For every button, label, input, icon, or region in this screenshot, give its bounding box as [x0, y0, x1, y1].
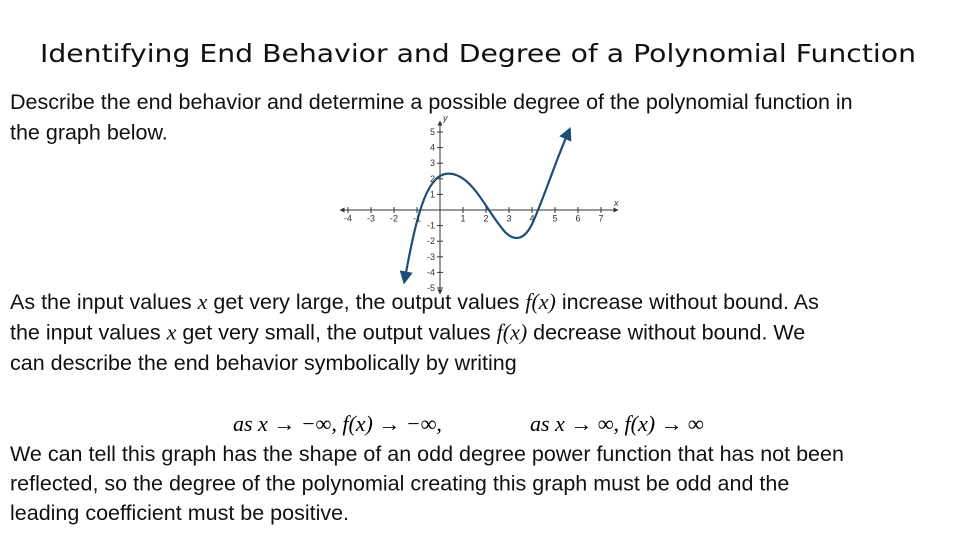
end-behavior: as x → ∞, f(x) → ∞ [530, 411, 704, 436]
x-axis-label: x [613, 198, 619, 208]
text-segment: get very large, the output values [207, 290, 525, 314]
explanation-line: the input values x get very small, the o… [10, 320, 805, 345]
y-tick-label: 4 [430, 143, 435, 153]
y-tick-label: 5 [430, 127, 435, 137]
inline-math: x [166, 320, 177, 345]
x-tick-label: 7 [598, 213, 603, 223]
intro-line: the graph below. [10, 121, 168, 145]
y-axis-label: y [442, 113, 448, 123]
text-segment: get very small, the output values [176, 321, 496, 345]
text-segment: increase without bound. As [556, 290, 819, 314]
y-tick-label: -3 [427, 252, 435, 262]
x-tick-label: -3 [367, 213, 375, 223]
y-tick-label: 3 [430, 158, 435, 168]
explanation-line: As the input values x get very large, th… [10, 289, 819, 314]
x-tick-label: -2 [390, 213, 398, 223]
x-tick-label: -4 [344, 213, 352, 223]
x-tick-label: 4 [529, 213, 534, 223]
x-tick-label: 1 [460, 213, 465, 223]
x-tick-label: 3 [506, 213, 511, 223]
x-tick-label: 2 [483, 213, 488, 223]
explanation-line: can describe the end behavior symbolical… [10, 351, 517, 375]
y-tick-label: -4 [427, 267, 435, 277]
conclusion-line: We can tell this graph has the shape of … [10, 442, 844, 466]
y-tick-label: -1 [427, 221, 435, 231]
inline-math: f(x) [497, 320, 528, 345]
intro-line: Describe the end behavior and determine … [10, 90, 853, 114]
conclusion-line: leading coefficient must be positive. [10, 501, 349, 525]
conclusion-line: reflected, so the degree of the polynomi… [10, 472, 789, 496]
text-segment: As the input values [10, 290, 198, 314]
y-tick-label: -5 [427, 283, 435, 293]
x-tick-label: 6 [575, 213, 580, 223]
text-segment: can describe the end behavior symbolical… [10, 351, 517, 375]
polynomial-curve [399, 126, 572, 285]
y-tick-label: 2 [430, 174, 435, 184]
text-segment: decrease without bound. We [527, 321, 805, 345]
slide-title: Identifying End Behavior and Degree of a… [40, 39, 916, 68]
y-tick-label: 1 [430, 189, 435, 199]
graph: -4 -3 -2 -1 1 2 3 4 5 6 7 5 4 3 2 1 -1 -2 -3 -4 -5 x y [339, 113, 619, 295]
inline-math: x [197, 289, 208, 314]
y-tick-label: -2 [427, 236, 435, 246]
inline-math: f(x) [525, 289, 556, 314]
end-behavior: as x → −∞, f(x) → −∞, [233, 411, 442, 436]
x-tick-label: 5 [552, 213, 557, 223]
x-tick-label: -1 [413, 213, 421, 223]
text-segment: the input values [10, 321, 167, 345]
